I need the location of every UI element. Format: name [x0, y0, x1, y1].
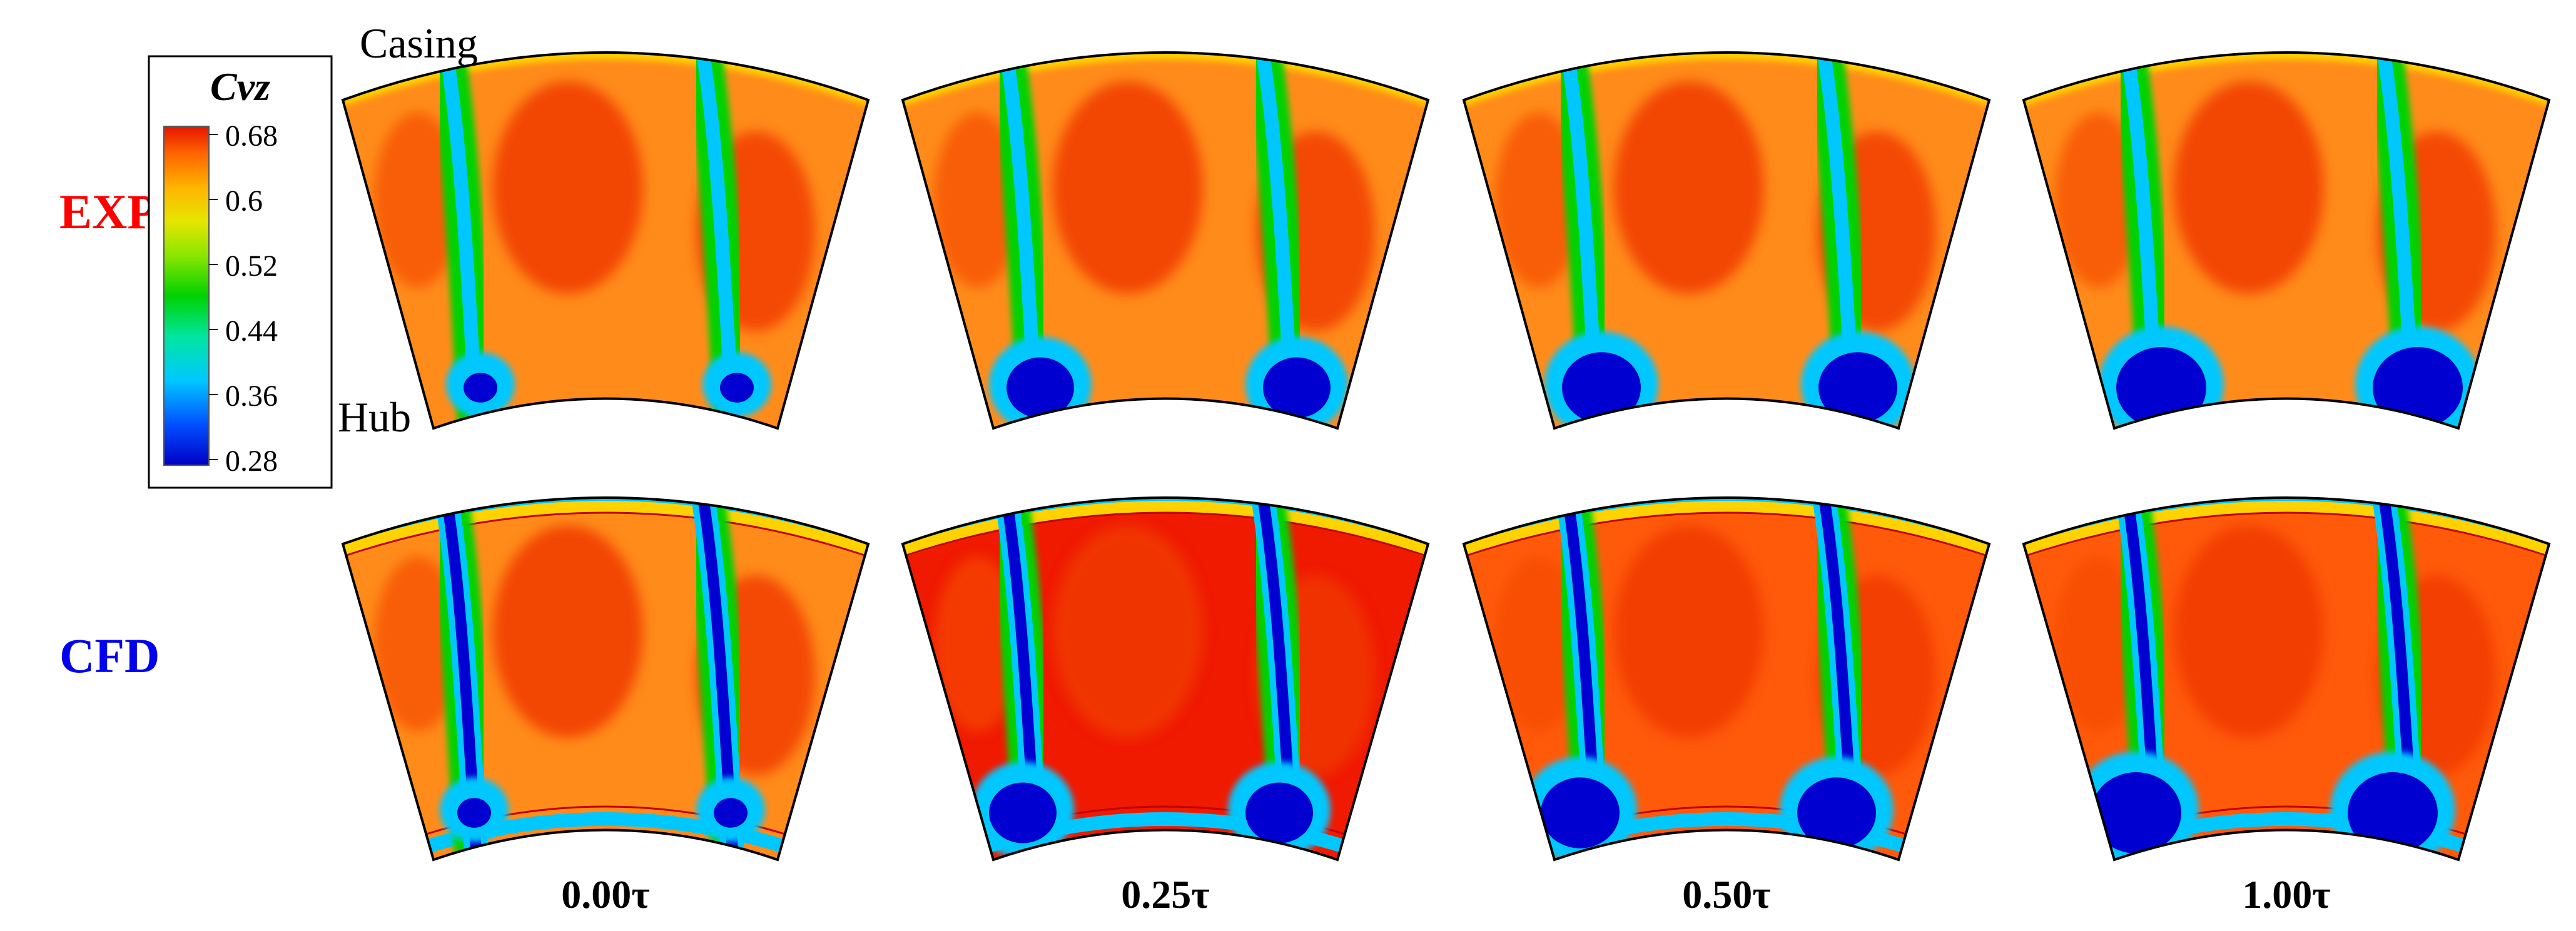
casing-line	[343, 511, 868, 558]
casing-band	[1464, 498, 1989, 557]
cfd-panel	[1462, 496, 1991, 862]
casing-line	[2024, 511, 2549, 558]
hub-loss-core	[1007, 357, 1074, 418]
legend-tick-label: 0.36	[225, 380, 278, 413]
casing-line	[1464, 511, 1989, 558]
hub-loss-core	[2091, 772, 2181, 853]
time-label: 0.50τ	[1682, 872, 1771, 917]
hub-loss-core	[1797, 777, 1876, 848]
panel-outline	[1462, 496, 1991, 862]
legend-tick-label: 0.68	[225, 119, 278, 153]
time-labels: 0.00τ 0.25τ 0.50τ 1.00τ	[561, 872, 2331, 917]
panel-outline	[1462, 51, 1991, 430]
casing-line	[903, 511, 1428, 558]
legend-title: Cvz	[210, 64, 270, 109]
time-label: 0.00τ	[561, 872, 650, 917]
high-velocity-region	[2055, 525, 2496, 775]
panel-outline	[341, 496, 870, 862]
hub-loss-core	[1562, 352, 1641, 423]
cfd-panel	[901, 496, 1430, 862]
colorbar-legend: Cvz 0.68 0.6 0.52 0.44 0.36 0.28	[148, 55, 333, 489]
hub-loss-core	[2373, 347, 2463, 428]
hub-label: Hub	[338, 393, 411, 441]
panel-outline	[901, 51, 1430, 430]
panel-outline	[2022, 51, 2551, 430]
hub-loss-core	[989, 782, 1057, 843]
casing-band	[903, 498, 1428, 557]
hub-loss-core	[457, 798, 491, 828]
legend-tick-label: 0.6	[225, 184, 263, 218]
hub-loss-core	[714, 798, 748, 828]
time-label: 1.00τ	[2242, 872, 2331, 917]
hub-loss-core	[2116, 347, 2206, 428]
panel-outline	[341, 51, 870, 430]
row-label-cfd: CFD	[59, 628, 160, 683]
hub-loss-core	[2348, 772, 2438, 853]
exp-panel	[341, 51, 870, 430]
exp-panel	[901, 51, 1430, 430]
casing-band	[2024, 498, 2549, 557]
exp-panel	[2022, 51, 2551, 430]
exp-panel	[1462, 51, 1991, 430]
hub-loss-core	[1263, 357, 1331, 418]
hub-loss-core	[464, 373, 497, 403]
row-label-exp: EXP	[59, 184, 157, 239]
legend-tick-label: 0.44	[225, 315, 278, 348]
legend-tick-label: 0.52	[225, 249, 278, 283]
hub-loss-core	[720, 373, 754, 403]
panel-outline	[901, 496, 1430, 862]
cfd-panel	[2022, 496, 2551, 862]
contour-panels	[341, 51, 2551, 862]
panel-outline	[2022, 496, 2551, 862]
casing-label: Casing	[360, 19, 478, 67]
hub-loss-core	[1818, 352, 1897, 423]
hub-loss-core	[1541, 777, 1620, 848]
hub-loss-core	[1245, 782, 1313, 843]
legend-tick-label: 0.28	[225, 445, 278, 478]
casing-band	[343, 498, 868, 557]
time-label: 0.25τ	[1121, 872, 1210, 917]
cfd-panel	[341, 496, 870, 862]
